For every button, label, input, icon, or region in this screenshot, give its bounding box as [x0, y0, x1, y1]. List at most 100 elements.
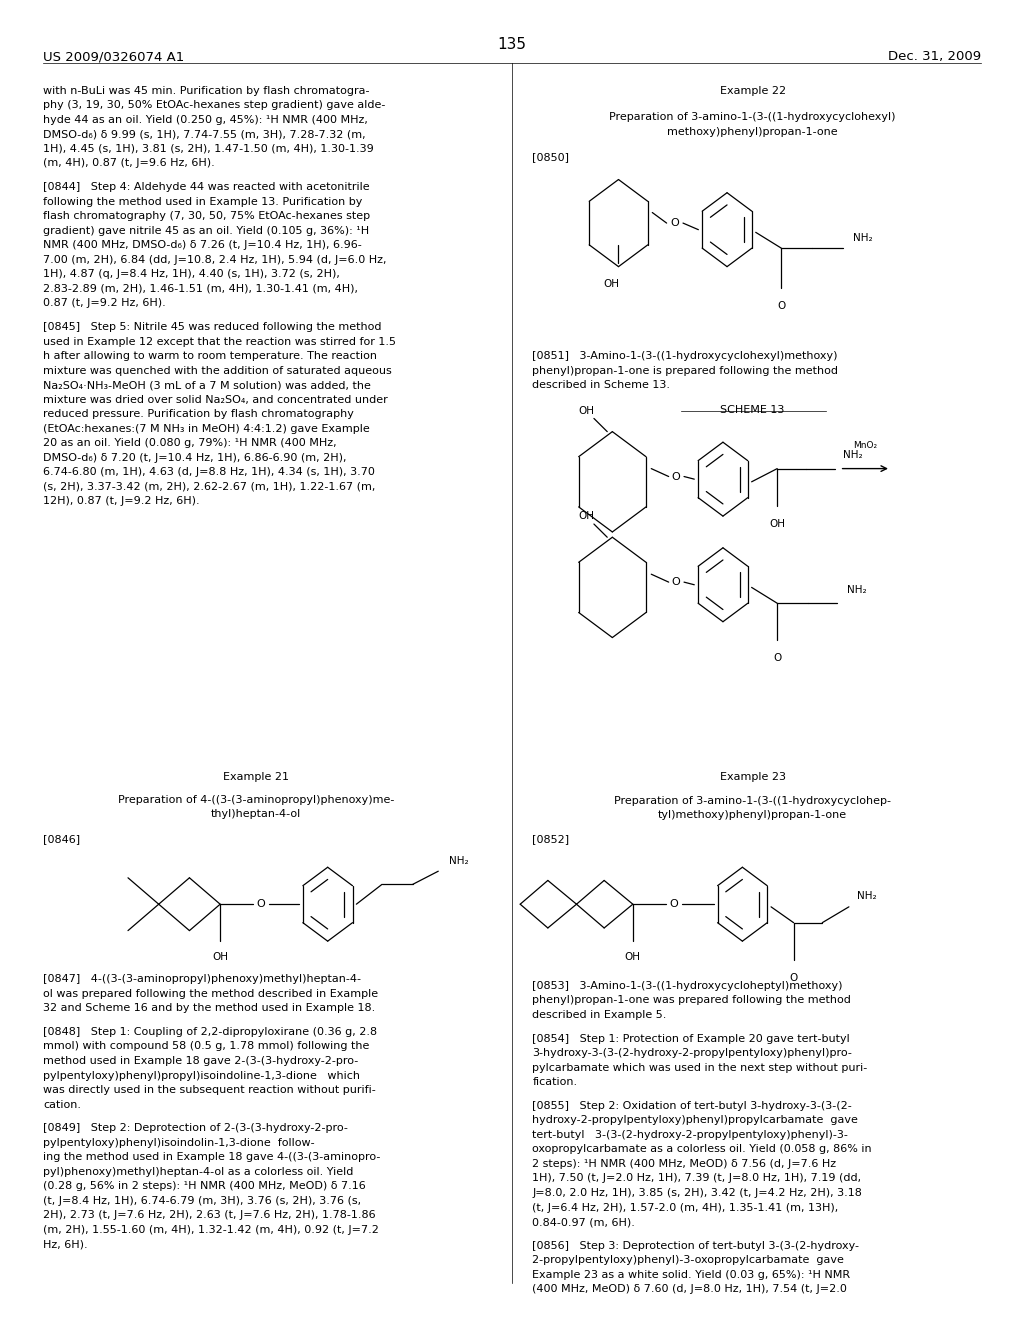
Text: Example 21: Example 21: [223, 772, 289, 783]
Text: hyde 44 as an oil. Yield (0.250 g, 45%): ¹H NMR (400 MHz,: hyde 44 as an oil. Yield (0.250 g, 45%):…: [43, 115, 368, 125]
Text: O: O: [777, 301, 785, 312]
Text: [0847]   4-((3-(3-aminopropyl)phenoxy)methyl)heptan-4-: [0847] 4-((3-(3-aminopropyl)phenoxy)meth…: [43, 974, 361, 985]
Text: pylcarbamate which was used in the next step without puri-: pylcarbamate which was used in the next …: [532, 1063, 867, 1073]
Text: 2.83-2.89 (m, 2H), 1.46-1.51 (m, 4H), 1.30-1.41 (m, 4H),: 2.83-2.89 (m, 2H), 1.46-1.51 (m, 4H), 1.…: [43, 284, 358, 294]
Text: 1H), 4.45 (s, 1H), 3.81 (s, 2H), 1.47-1.50 (m, 4H), 1.30-1.39: 1H), 4.45 (s, 1H), 3.81 (s, 2H), 1.47-1.…: [43, 144, 374, 154]
Text: 0.87 (t, J=9.2 Hz, 6H).: 0.87 (t, J=9.2 Hz, 6H).: [43, 298, 166, 309]
Text: [0855]   Step 2: Oxidation of tert-butyl 3-hydroxy-3-(3-(2-: [0855] Step 2: Oxidation of tert-butyl 3…: [532, 1101, 852, 1111]
Text: O: O: [672, 471, 680, 482]
Text: O: O: [773, 653, 781, 664]
Text: hydroxy-2-propylpentyloxy)phenyl)propylcarbamate  gave: hydroxy-2-propylpentyloxy)phenyl)propylc…: [532, 1115, 858, 1126]
Text: methoxy)phenyl)propan-1-one: methoxy)phenyl)propan-1-one: [668, 127, 838, 137]
Text: OH: OH: [579, 405, 595, 416]
Text: 3-hydroxy-3-(3-(2-hydroxy-2-propylpentyloxy)phenyl)pro-: 3-hydroxy-3-(3-(2-hydroxy-2-propylpentyl…: [532, 1048, 852, 1059]
Text: 6.74-6.80 (m, 1H), 4.63 (d, J=8.8 Hz, 1H), 4.34 (s, 1H), 3.70: 6.74-6.80 (m, 1H), 4.63 (d, J=8.8 Hz, 1H…: [43, 467, 375, 478]
Text: NH₂: NH₂: [857, 891, 877, 902]
Text: NH₂: NH₂: [843, 450, 862, 461]
Text: (m, 4H), 0.87 (t, J=9.6 Hz, 6H).: (m, 4H), 0.87 (t, J=9.6 Hz, 6H).: [43, 158, 215, 169]
Text: 135: 135: [498, 37, 526, 51]
Text: mixture was quenched with the addition of saturated aqueous: mixture was quenched with the addition o…: [43, 366, 392, 376]
Text: [0852]: [0852]: [532, 834, 569, 845]
Text: OH: OH: [579, 511, 595, 521]
Text: pylpentyloxy)phenyl)propyl)isoindoline-1,3-dione   which: pylpentyloxy)phenyl)propyl)isoindoline-1…: [43, 1071, 360, 1081]
Text: DMSO-d₆) δ 7.20 (t, J=10.4 Hz, 1H), 6.86-6.90 (m, 2H),: DMSO-d₆) δ 7.20 (t, J=10.4 Hz, 1H), 6.86…: [43, 453, 346, 463]
Text: O: O: [670, 899, 678, 909]
Text: [0851]   3-Amino-1-(3-((1-hydroxycyclohexyl)methoxy): [0851] 3-Amino-1-(3-((1-hydroxycyclohexy…: [532, 351, 838, 362]
Text: following the method used in Example 13. Purification by: following the method used in Example 13.…: [43, 197, 362, 207]
Text: [0853]   3-Amino-1-(3-((1-hydroxycycloheptyl)methoxy): [0853] 3-Amino-1-(3-((1-hydroxycyclohept…: [532, 981, 843, 991]
Text: phenyl)propan-1-one was prepared following the method: phenyl)propan-1-one was prepared followi…: [532, 995, 851, 1006]
Text: 1H), 4.87 (q, J=8.4 Hz, 1H), 4.40 (s, 1H), 3.72 (s, 2H),: 1H), 4.87 (q, J=8.4 Hz, 1H), 4.40 (s, 1H…: [43, 269, 340, 280]
Text: [0856]   Step 3: Deprotection of tert-butyl 3-(3-(2-hydroxy-: [0856] Step 3: Deprotection of tert-buty…: [532, 1241, 859, 1251]
Text: NH₂: NH₂: [853, 232, 872, 243]
Text: [0844]   Step 4: Aldehyde 44 was reacted with acetonitrile: [0844] Step 4: Aldehyde 44 was reacted w…: [43, 182, 370, 193]
Text: oxopropylcarbamate as a colorless oil. Yield (0.058 g, 86% in: oxopropylcarbamate as a colorless oil. Y…: [532, 1144, 872, 1155]
Text: [0849]   Step 2: Deprotection of 2-(3-(3-hydroxy-2-pro-: [0849] Step 2: Deprotection of 2-(3-(3-h…: [43, 1123, 348, 1134]
Text: mmol) with compound 58 (0.5 g, 1.78 mmol) following the: mmol) with compound 58 (0.5 g, 1.78 mmol…: [43, 1041, 370, 1052]
Text: Hz, 6H).: Hz, 6H).: [43, 1239, 88, 1250]
Text: (0.28 g, 56% in 2 steps): ¹H NMR (400 MHz, MeOD) δ 7.16: (0.28 g, 56% in 2 steps): ¹H NMR (400 MH…: [43, 1181, 366, 1192]
Text: Preparation of 3-amino-1-(3-((1-hydroxycyclohexyl): Preparation of 3-amino-1-(3-((1-hydroxyc…: [609, 112, 896, 123]
Text: flash chromatography (7, 30, 50, 75% EtOAc-hexanes step: flash chromatography (7, 30, 50, 75% EtO…: [43, 211, 370, 222]
Text: phenyl)propan-1-one is prepared following the method: phenyl)propan-1-one is prepared followin…: [532, 366, 839, 376]
Text: (m, 2H), 1.55-1.60 (m, 4H), 1.32-1.42 (m, 4H), 0.92 (t, J=7.2: (m, 2H), 1.55-1.60 (m, 4H), 1.32-1.42 (m…: [43, 1225, 379, 1236]
Text: 20 as an oil. Yield (0.080 g, 79%): ¹H NMR (400 MHz,: 20 as an oil. Yield (0.080 g, 79%): ¹H N…: [43, 438, 337, 449]
Text: pyl)phenoxy)methyl)heptan-4-ol as a colorless oil. Yield: pyl)phenoxy)methyl)heptan-4-ol as a colo…: [43, 1167, 353, 1177]
Text: NH₂: NH₂: [847, 585, 866, 595]
Text: (s, 2H), 3.37-3.42 (m, 2H), 2.62-2.67 (m, 1H), 1.22-1.67 (m,: (s, 2H), 3.37-3.42 (m, 2H), 2.62-2.67 (m…: [43, 482, 376, 492]
Text: tyl)methoxy)phenyl)propan-1-one: tyl)methoxy)phenyl)propan-1-one: [658, 810, 847, 821]
Text: OH: OH: [625, 952, 641, 962]
Text: h after allowing to warm to room temperature. The reaction: h after allowing to warm to room tempera…: [43, 351, 377, 362]
Text: Preparation of 3-amino-1-(3-((1-hydroxycyclohep-: Preparation of 3-amino-1-(3-((1-hydroxyc…: [614, 796, 891, 807]
Text: [0848]   Step 1: Coupling of 2,2-dipropyloxirane (0.36 g, 2.8: [0848] Step 1: Coupling of 2,2-dipropylo…: [43, 1027, 377, 1038]
Text: SCHEME 13: SCHEME 13: [721, 405, 784, 416]
Text: (t, J=6.4 Hz, 2H), 1.57-2.0 (m, 4H), 1.35-1.41 (m, 13H),: (t, J=6.4 Hz, 2H), 1.57-2.0 (m, 4H), 1.3…: [532, 1203, 839, 1213]
Text: OH: OH: [212, 952, 228, 962]
Text: US 2009/0326074 A1: US 2009/0326074 A1: [43, 50, 184, 63]
Text: 1H), 7.50 (t, J=2.0 Hz, 1H), 7.39 (t, J=8.0 Hz, 1H), 7.19 (dd,: 1H), 7.50 (t, J=2.0 Hz, 1H), 7.39 (t, J=…: [532, 1173, 861, 1184]
Text: 12H), 0.87 (t, J=9.2 Hz, 6H).: 12H), 0.87 (t, J=9.2 Hz, 6H).: [43, 496, 200, 507]
Text: used in Example 12 except that the reaction was stirred for 1.5: used in Example 12 except that the react…: [43, 337, 396, 347]
Text: phy (3, 19, 30, 50% EtOAc-hexanes step gradient) gave alde-: phy (3, 19, 30, 50% EtOAc-hexanes step g…: [43, 100, 385, 111]
Text: DMSO-d₆) δ 9.99 (s, 1H), 7.74-7.55 (m, 3H), 7.28-7.32 (m,: DMSO-d₆) δ 9.99 (s, 1H), 7.74-7.55 (m, 3…: [43, 129, 366, 140]
Text: ol was prepared following the method described in Example: ol was prepared following the method des…: [43, 989, 378, 999]
Text: with n-BuLi was 45 min. Purification by flash chromatogra-: with n-BuLi was 45 min. Purification by …: [43, 86, 370, 96]
Text: Example 23 as a white solid. Yield (0.03 g, 65%): ¹H NMR: Example 23 as a white solid. Yield (0.03…: [532, 1270, 851, 1280]
Text: O: O: [671, 218, 679, 228]
Text: fication.: fication.: [532, 1077, 578, 1088]
Text: reduced pressure. Purification by flash chromatography: reduced pressure. Purification by flash …: [43, 409, 354, 420]
Text: O: O: [790, 973, 798, 983]
Text: (t, J=8.4 Hz, 1H), 6.74-6.79 (m, 3H), 3.76 (s, 2H), 3.76 (s,: (t, J=8.4 Hz, 1H), 6.74-6.79 (m, 3H), 3.…: [43, 1196, 361, 1206]
Text: [0845]   Step 5: Nitrile 45 was reduced following the method: [0845] Step 5: Nitrile 45 was reduced fo…: [43, 322, 382, 333]
Text: thyl)heptan-4-ol: thyl)heptan-4-ol: [211, 809, 301, 820]
Text: ing the method used in Example 18 gave 4-((3-(3-aminopro-: ing the method used in Example 18 gave 4…: [43, 1152, 380, 1163]
Text: Example 22: Example 22: [720, 86, 785, 96]
Text: MnO₂: MnO₂: [853, 441, 878, 450]
Text: 2 steps): ¹H NMR (400 MHz, MeOD) δ 7.56 (d, J=7.6 Hz: 2 steps): ¹H NMR (400 MHz, MeOD) δ 7.56 …: [532, 1159, 837, 1170]
Text: (400 MHz, MeOD) δ 7.60 (d, J=8.0 Hz, 1H), 7.54 (t, J=2.0: (400 MHz, MeOD) δ 7.60 (d, J=8.0 Hz, 1H)…: [532, 1284, 847, 1295]
Text: Na₂SO₄·NH₃-MeOH (3 mL of a 7 M solution) was added, the: Na₂SO₄·NH₃-MeOH (3 mL of a 7 M solution)…: [43, 380, 371, 391]
Text: was directly used in the subsequent reaction without purifi-: was directly used in the subsequent reac…: [43, 1085, 376, 1096]
Text: Dec. 31, 2009: Dec. 31, 2009: [888, 50, 981, 63]
Text: 0.84-0.97 (m, 6H).: 0.84-0.97 (m, 6H).: [532, 1217, 635, 1228]
Text: 2H), 2.73 (t, J=7.6 Hz, 2H), 2.63 (t, J=7.6 Hz, 2H), 1.78-1.86: 2H), 2.73 (t, J=7.6 Hz, 2H), 2.63 (t, J=…: [43, 1210, 376, 1221]
Text: described in Scheme 13.: described in Scheme 13.: [532, 380, 671, 391]
Text: tert-butyl   3-(3-(2-hydroxy-2-propylpentyloxy)phenyl)-3-: tert-butyl 3-(3-(2-hydroxy-2-propylpenty…: [532, 1130, 848, 1140]
Text: J=8.0, 2.0 Hz, 1H), 3.85 (s, 2H), 3.42 (t, J=4.2 Hz, 2H), 3.18: J=8.0, 2.0 Hz, 1H), 3.85 (s, 2H), 3.42 (…: [532, 1188, 862, 1199]
Text: [0850]: [0850]: [532, 152, 569, 162]
Text: described in Example 5.: described in Example 5.: [532, 1010, 667, 1020]
Text: OH: OH: [769, 519, 785, 529]
Text: gradient) gave nitrile 45 as an oil. Yield (0.105 g, 36%): ¹H: gradient) gave nitrile 45 as an oil. Yie…: [43, 226, 369, 236]
Text: mixture was dried over solid Na₂SO₄, and concentrated under: mixture was dried over solid Na₂SO₄, and…: [43, 395, 388, 405]
Text: 2-propylpentyloxy)phenyl)-3-oxopropylcarbamate  gave: 2-propylpentyloxy)phenyl)-3-oxopropylcar…: [532, 1255, 845, 1266]
Text: (EtOAc:hexanes:(7 M NH₃ in MeOH) 4:4:1.2) gave Example: (EtOAc:hexanes:(7 M NH₃ in MeOH) 4:4:1.2…: [43, 424, 370, 434]
Text: 7.00 (m, 2H), 6.84 (dd, J=10.8, 2.4 Hz, 1H), 5.94 (d, J=6.0 Hz,: 7.00 (m, 2H), 6.84 (dd, J=10.8, 2.4 Hz, …: [43, 255, 386, 265]
Text: Example 23: Example 23: [720, 772, 785, 783]
Text: 32 and Scheme 16 and by the method used in Example 18.: 32 and Scheme 16 and by the method used …: [43, 1003, 375, 1014]
Text: method used in Example 18 gave 2-(3-(3-hydroxy-2-pro-: method used in Example 18 gave 2-(3-(3-h…: [43, 1056, 358, 1067]
Text: [0846]: [0846]: [43, 834, 80, 845]
Text: O: O: [257, 899, 265, 909]
Text: [0854]   Step 1: Protection of Example 20 gave tert-butyl: [0854] Step 1: Protection of Example 20 …: [532, 1034, 850, 1044]
Text: OH: OH: [603, 279, 620, 289]
Text: NMR (400 MHz, DMSO-d₆) δ 7.26 (t, J=10.4 Hz, 1H), 6.96-: NMR (400 MHz, DMSO-d₆) δ 7.26 (t, J=10.4…: [43, 240, 361, 251]
